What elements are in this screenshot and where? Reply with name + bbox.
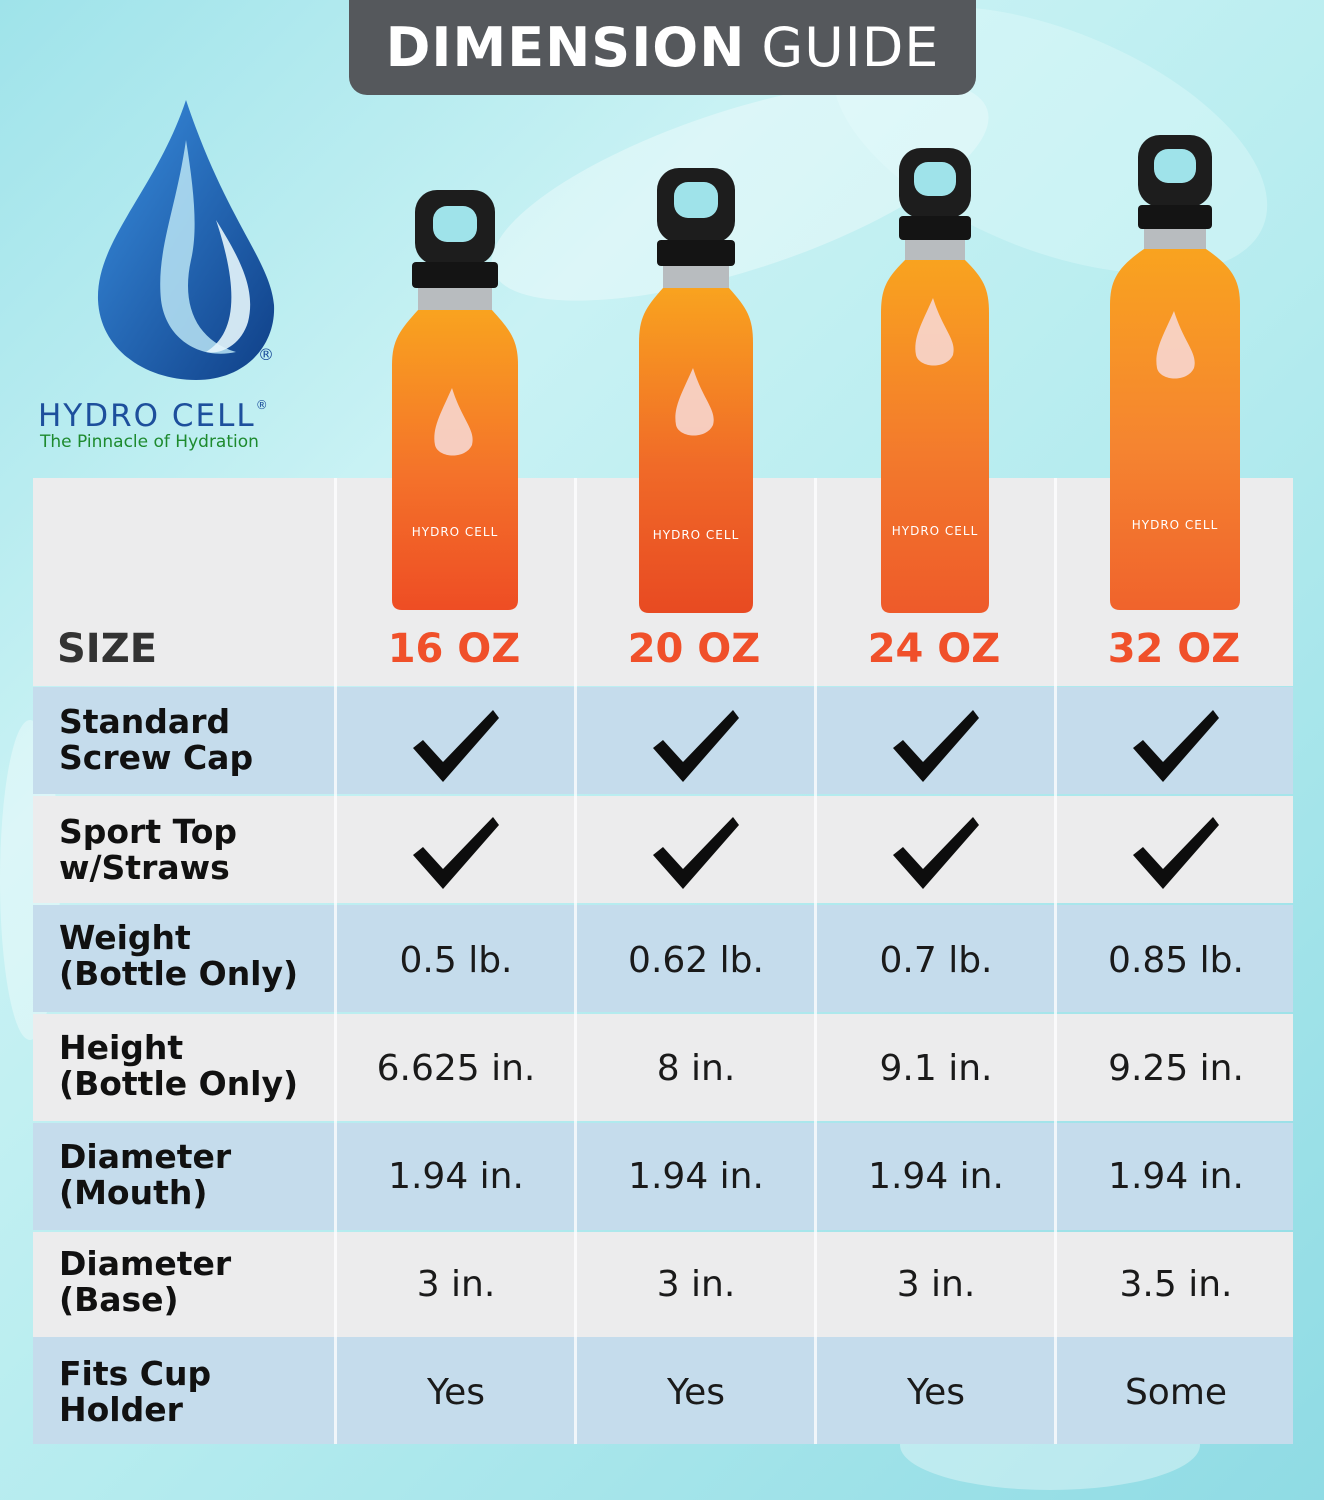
row-label-line: (Bottle Only) xyxy=(59,1064,299,1103)
diameter-mouth-16oz: 1.94 in. xyxy=(388,1156,524,1197)
table-row xyxy=(33,1232,1293,1339)
row-label-height: Height (Bottle Only) xyxy=(59,1030,298,1102)
check-icon xyxy=(413,710,499,782)
row-label-line: Holder xyxy=(59,1390,183,1429)
bottle-32oz-image xyxy=(1110,135,1240,610)
check-icon xyxy=(893,710,979,782)
brand-name: HYDRO CELL® xyxy=(38,398,270,434)
row-label-line: Diameter xyxy=(59,1244,232,1283)
check-icon xyxy=(1133,710,1219,782)
height-24oz: 9.1 in. xyxy=(879,1048,993,1089)
brand-tagline: The Pinnacle of Hydration xyxy=(40,432,259,452)
bottle-16oz-image xyxy=(392,190,518,610)
weight-32oz: 0.85 lb. xyxy=(1108,940,1244,981)
diameter-base-16oz: 3 in. xyxy=(416,1264,496,1305)
weight-16oz: 0.5 lb. xyxy=(399,940,513,981)
diameter-base-32oz: 3.5 in. xyxy=(1119,1264,1233,1305)
cup-holder-16oz: Yes xyxy=(426,1372,486,1413)
check-icon xyxy=(1133,817,1219,889)
cup-holder-20oz: Yes xyxy=(666,1372,726,1413)
row-label-diameter-mouth: Diameter (Mouth) xyxy=(59,1139,231,1211)
bottle-brand-label: HYDRO CELL xyxy=(891,524,979,538)
cup-holder-24oz: Yes xyxy=(906,1372,966,1413)
table-row xyxy=(33,905,1293,1012)
size-20oz: 20 OZ xyxy=(627,626,761,672)
diameter-mouth-20oz: 1.94 in. xyxy=(628,1156,764,1197)
row-label-line: Screw Cap xyxy=(59,738,254,777)
diameter-base-20oz: 3 in. xyxy=(656,1264,736,1305)
row-label-line: Weight xyxy=(59,918,191,957)
size-24oz: 24 OZ xyxy=(867,626,1001,672)
title-bold: DIMENSION xyxy=(385,16,746,79)
table-row xyxy=(33,1337,1293,1444)
row-label-line: (Bottle Only) xyxy=(59,954,299,993)
row-label-line: Standard xyxy=(59,702,231,741)
weight-24oz: 0.7 lb. xyxy=(879,940,993,981)
size-header-label: SIZE xyxy=(57,626,158,672)
table-row xyxy=(33,1123,1293,1230)
cup-holder-32oz: Some xyxy=(1124,1372,1228,1413)
check-icon xyxy=(893,817,979,889)
diameter-mouth-32oz: 1.94 in. xyxy=(1108,1156,1244,1197)
diameter-mouth-24oz: 1.94 in. xyxy=(868,1156,1004,1197)
dimension-table: HYDRO CELL HYDRO CELL HYDRO CELL HYDRO C… xyxy=(33,135,1293,1444)
bottle-24oz-image xyxy=(881,148,989,613)
column-divider xyxy=(814,478,817,1444)
brand-logo-drop-icon: ® xyxy=(97,100,275,380)
row-label-screw-cap: Standard Screw Cap xyxy=(59,704,253,776)
check-icon xyxy=(413,817,499,889)
size-32oz: 32 OZ xyxy=(1107,626,1241,672)
bottle-20oz-image xyxy=(639,168,753,613)
column-divider xyxy=(574,478,577,1444)
weight-20oz: 0.62 lb. xyxy=(628,940,764,981)
row-label-line: Diameter xyxy=(59,1137,232,1176)
diameter-base-24oz: 3 in. xyxy=(896,1264,976,1305)
row-label-sport-top: Sport Top w/Straws xyxy=(59,814,237,886)
row-label-line: Fits Cup xyxy=(59,1354,212,1393)
row-label-line: (Base) xyxy=(59,1280,179,1319)
check-icon xyxy=(653,817,739,889)
column-divider xyxy=(334,478,337,1444)
svg-text:®: ® xyxy=(258,345,274,364)
brand-registered-mark: ® xyxy=(255,398,270,412)
height-32oz: 9.25 in. xyxy=(1108,1048,1244,1089)
check-icon xyxy=(653,710,739,782)
size-16oz: 16 OZ xyxy=(387,626,521,672)
bottle-brand-label: HYDRO CELL xyxy=(1131,518,1219,532)
row-label-line: Sport Top xyxy=(59,812,238,851)
bottle-brand-label: HYDRO CELL xyxy=(652,528,740,542)
height-16oz: 6.625 in. xyxy=(376,1048,536,1089)
row-label-line: Height xyxy=(59,1028,184,1067)
row-label-diameter-base: Diameter (Base) xyxy=(59,1246,231,1318)
row-label-line: (Mouth) xyxy=(59,1173,208,1212)
table-row xyxy=(33,1014,1293,1121)
brand-name-text: HYDRO CELL xyxy=(38,398,256,434)
row-label-line: w/Straws xyxy=(59,848,230,887)
height-20oz: 8 in. xyxy=(656,1048,736,1089)
column-divider xyxy=(1054,478,1057,1444)
bottle-brand-label: HYDRO CELL xyxy=(411,525,499,539)
title-light: GUIDE xyxy=(761,16,940,79)
page-title: DIMENSION GUIDE xyxy=(349,0,976,95)
row-label-weight: Weight (Bottle Only) xyxy=(59,920,298,992)
row-label-cup-holder: Fits Cup Holder xyxy=(59,1356,211,1428)
